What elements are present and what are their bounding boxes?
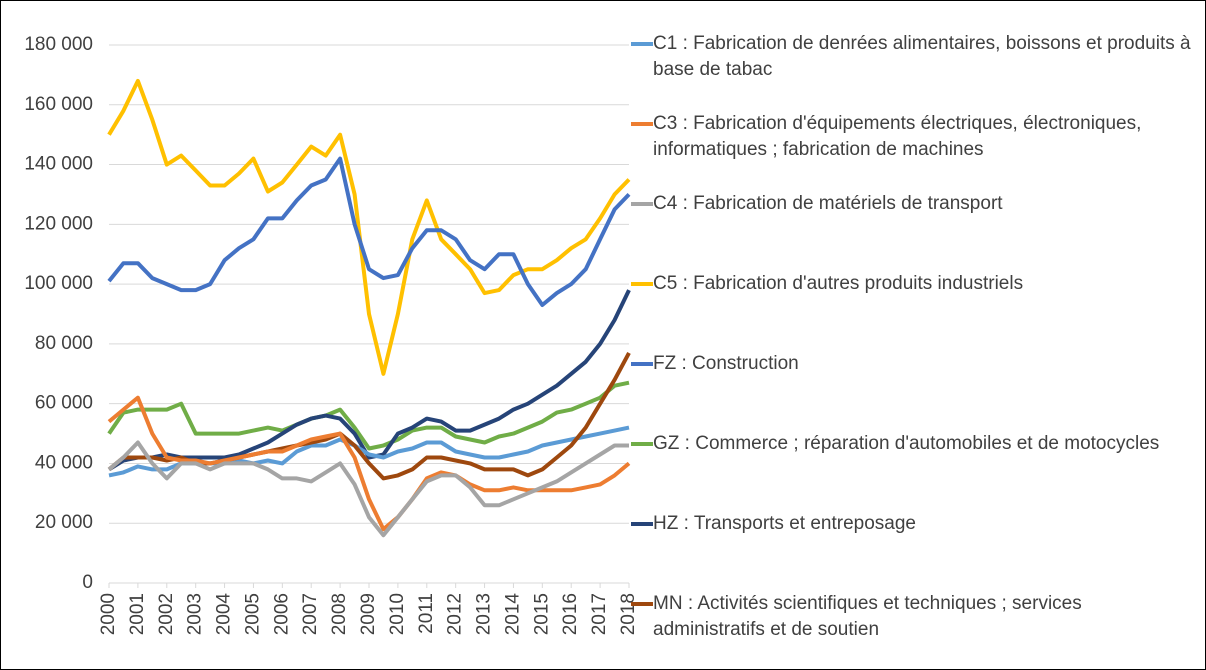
x-tick-label: 2002	[156, 593, 177, 635]
y-tick-label: 60 000	[35, 393, 93, 414]
legend-label: FZ : Construction	[653, 353, 799, 374]
x-tick-label: 2015	[531, 593, 552, 635]
x-tick-label: 2016	[560, 593, 581, 635]
x-tick-label: 2010	[387, 593, 408, 635]
series-line	[107, 289, 631, 472]
series-line	[107, 78, 631, 376]
legend-label: HZ : Transports et entreposage	[653, 513, 916, 534]
y-tick-label: 180 000	[24, 34, 93, 55]
series-line	[107, 440, 629, 538]
series-line	[107, 156, 631, 307]
y-tick-label: 120 000	[24, 213, 93, 234]
y-tick-label: 160 000	[24, 94, 93, 115]
legend-label: C1 : Fabrication de denrées alimentaires…	[653, 33, 1191, 80]
y-tick-label: 40 000	[35, 452, 93, 473]
y-tick-label: 20 000	[35, 512, 93, 533]
x-tick-label: 2017	[589, 593, 610, 635]
legend-label: C5 : Fabrication d'autres produits indus…	[653, 273, 1024, 294]
series-line	[108, 425, 630, 478]
x-tick-label: 2011	[416, 593, 437, 634]
legend-label: C3 : Fabrication d'équipements électriqu…	[653, 113, 1142, 160]
legend-label: C4 : Fabrication de matériels de transpo…	[653, 193, 1003, 214]
y-tick-label: 80 000	[35, 333, 93, 354]
x-tick-label: 2009	[358, 593, 379, 635]
x-tick-label: 2012	[445, 593, 466, 635]
x-tick-label: 2007	[300, 593, 321, 635]
y-tick-label: 140 000	[24, 154, 93, 175]
x-tick-label: 2003	[185, 593, 206, 635]
legend-label: GZ : Commerce ; réparation d'automobiles…	[653, 433, 1160, 454]
x-tick-label: 2001	[127, 593, 148, 635]
y-tick-label: 100 000	[24, 273, 93, 294]
series-line	[107, 395, 631, 532]
legend-label: MN : Activités scientifiques et techniqu…	[653, 593, 1082, 640]
x-tick-label: 2005	[242, 593, 263, 635]
x-tick-label: 2008	[329, 593, 350, 635]
x-tick-label: 2000	[98, 593, 119, 635]
x-tick-label: 2004	[214, 593, 235, 636]
x-tick-label: 2013	[474, 593, 495, 635]
x-tick-label: 2014	[502, 593, 523, 636]
x-tick-label: 2006	[271, 593, 292, 635]
x-tick-label: 2018	[618, 593, 639, 635]
series-line	[107, 380, 630, 451]
y-tick-label: 0	[82, 572, 93, 593]
